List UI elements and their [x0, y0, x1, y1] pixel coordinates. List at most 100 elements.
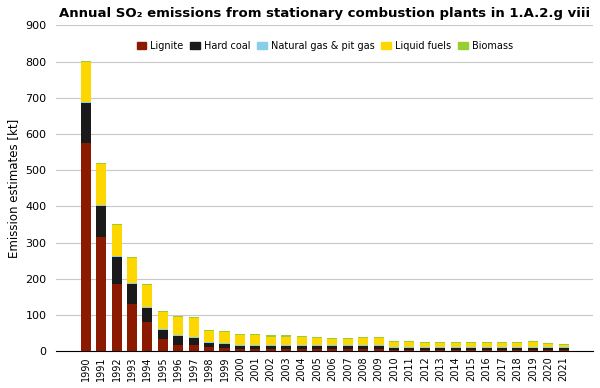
Bar — [466, 347, 476, 348]
Bar — [296, 337, 307, 345]
Bar — [559, 347, 569, 348]
Bar — [528, 347, 538, 348]
Bar — [188, 338, 199, 345]
Bar — [312, 348, 322, 352]
Bar — [281, 348, 291, 352]
Bar — [96, 163, 106, 164]
Bar — [204, 343, 214, 347]
Bar — [420, 347, 430, 348]
Bar — [281, 345, 291, 346]
Bar — [312, 338, 322, 345]
Bar — [482, 347, 491, 348]
Bar — [188, 345, 199, 352]
Bar — [204, 330, 214, 331]
Bar — [328, 345, 337, 346]
Bar — [374, 338, 383, 345]
Bar — [389, 347, 399, 348]
Bar — [188, 319, 199, 336]
Bar — [404, 350, 415, 352]
Bar — [96, 205, 106, 206]
Bar — [220, 332, 230, 343]
Bar — [482, 348, 491, 350]
Bar — [374, 345, 383, 346]
Bar — [127, 257, 137, 258]
Bar — [328, 338, 337, 339]
Bar — [497, 348, 507, 350]
Bar — [358, 348, 368, 352]
Bar — [466, 343, 476, 347]
Bar — [482, 342, 491, 343]
Bar — [343, 339, 353, 345]
Bar — [235, 345, 245, 346]
Bar — [250, 348, 260, 352]
Bar — [142, 284, 152, 285]
Bar — [404, 342, 415, 347]
Bar — [158, 330, 168, 339]
Bar — [436, 342, 445, 343]
Bar — [220, 331, 230, 332]
Bar — [112, 256, 122, 257]
Bar — [266, 336, 276, 345]
Bar — [497, 347, 507, 348]
Bar — [559, 344, 569, 345]
Bar — [142, 308, 152, 322]
Bar — [81, 61, 91, 62]
Bar — [358, 346, 368, 348]
Bar — [188, 317, 199, 319]
Bar — [173, 335, 183, 336]
Bar — [528, 350, 538, 352]
Bar — [451, 343, 461, 347]
Bar — [389, 348, 399, 350]
Bar — [404, 347, 415, 348]
Bar — [81, 143, 91, 352]
Bar — [451, 350, 461, 352]
Bar — [389, 341, 399, 342]
Bar — [374, 346, 383, 348]
Bar — [543, 344, 553, 347]
Bar — [127, 284, 137, 304]
Bar — [235, 336, 245, 345]
Bar — [512, 348, 523, 350]
Bar — [127, 304, 137, 352]
Bar — [543, 343, 553, 344]
Bar — [296, 348, 307, 352]
Bar — [96, 206, 106, 237]
Bar — [559, 350, 569, 352]
Bar — [497, 342, 507, 343]
Bar — [451, 342, 461, 343]
Bar — [112, 257, 122, 284]
Bar — [158, 339, 168, 352]
Bar — [204, 331, 214, 342]
Bar — [250, 334, 260, 336]
Bar — [559, 345, 569, 347]
Bar — [420, 342, 430, 343]
Bar — [142, 322, 152, 352]
Bar — [250, 345, 260, 346]
Bar — [343, 349, 353, 352]
Bar — [512, 342, 523, 343]
Bar — [250, 336, 260, 345]
Bar — [436, 350, 445, 352]
Bar — [420, 348, 430, 350]
Bar — [173, 336, 183, 345]
Bar — [158, 311, 168, 312]
Bar — [343, 346, 353, 349]
Bar — [466, 342, 476, 343]
Bar — [235, 346, 245, 348]
Bar — [466, 348, 476, 350]
Bar — [543, 347, 553, 348]
Bar — [328, 349, 337, 352]
Bar — [512, 350, 523, 352]
Bar — [389, 342, 399, 347]
Bar — [220, 344, 230, 348]
Bar — [528, 348, 538, 350]
Bar — [358, 338, 368, 345]
Bar — [436, 347, 445, 348]
Bar — [266, 346, 276, 348]
Bar — [559, 348, 569, 350]
Bar — [173, 315, 183, 317]
Bar — [328, 339, 337, 345]
Bar — [420, 350, 430, 352]
Bar — [266, 345, 276, 346]
Bar — [235, 334, 245, 336]
